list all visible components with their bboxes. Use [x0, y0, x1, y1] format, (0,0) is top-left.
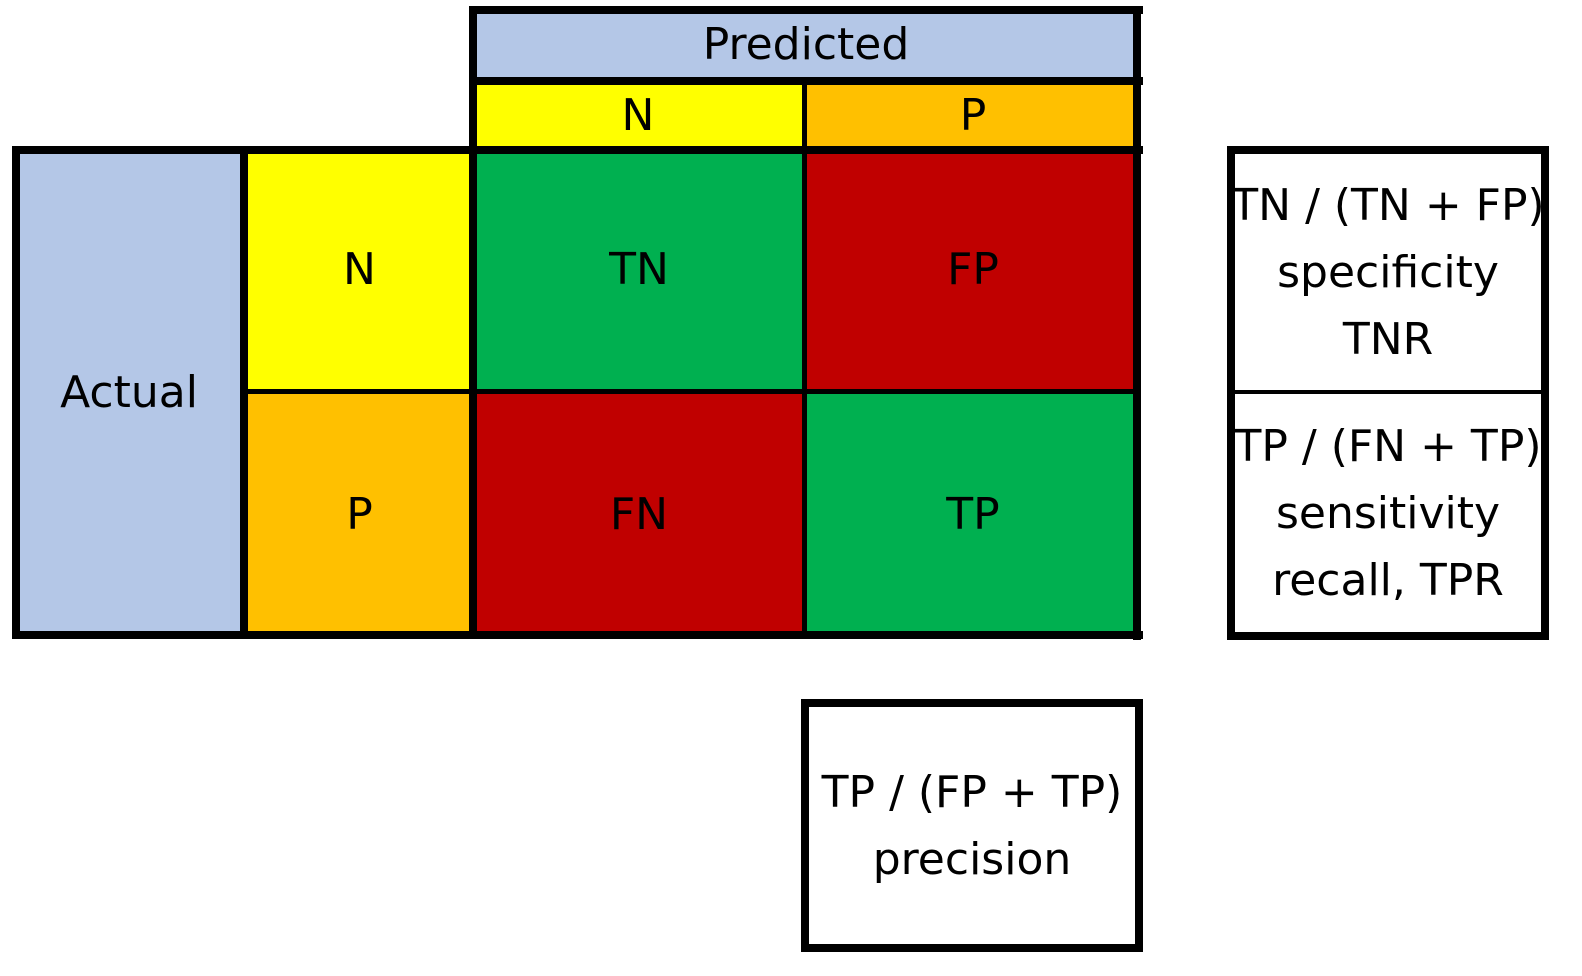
predicted-top-border — [469, 6, 1143, 14]
specificity-box: TN / (TN + FP) specificity TNR — [1227, 146, 1549, 394]
predicted-n-header: N — [471, 82, 805, 150]
false-positive-label: FP — [947, 244, 999, 295]
false-positive-cell: FP — [805, 148, 1141, 392]
sensitivity-name: sensitivity — [1275, 487, 1501, 539]
actual-p-label: P — [346, 489, 373, 540]
precision-formula: TP / (FP + TP) — [821, 766, 1123, 818]
false-negative-cell: FN — [473, 392, 805, 638]
matrix-middle-vertical — [802, 82, 807, 639]
specificity-formula: TN / (TN + FP) — [1231, 179, 1545, 231]
matrix-left-border — [12, 146, 20, 639]
precision-name: precision — [872, 833, 1072, 885]
actual-header-divider — [240, 146, 248, 639]
sensitivity-formula: TP / (FN + TP) — [1234, 420, 1542, 472]
true-negative-label: TN — [609, 244, 669, 295]
predicted-right-border — [1133, 6, 1141, 640]
true-positive-cell: TP — [805, 392, 1141, 638]
precision-box: TP / (FP + TP) precision — [801, 699, 1143, 952]
true-negative-cell: TN — [473, 148, 805, 392]
sensitivity-alias: recall, TPR — [1272, 554, 1504, 606]
matrix-middle-horizontal — [246, 389, 1141, 394]
specificity-alias: TNR — [1342, 313, 1434, 365]
predicted-header: Predicted — [471, 8, 1141, 82]
true-positive-label: TP — [946, 489, 1000, 540]
actual-n-label: N — [343, 244, 376, 295]
predicted-header-divider — [469, 77, 1143, 85]
actual-p-header: P — [246, 392, 473, 638]
false-negative-label: FN — [609, 489, 669, 540]
predicted-header-label: Predicted — [702, 19, 910, 70]
predicted-p-header: P — [805, 82, 1141, 150]
actual-header: Actual — [12, 148, 246, 638]
predicted-n-label: N — [621, 90, 655, 141]
matrix-bottom-border — [12, 631, 1143, 639]
predicted-p-label: P — [959, 90, 987, 141]
matrix-top-border — [12, 146, 1143, 154]
sensitivity-box: TP / (FN + TP) sensitivity recall, TPR — [1227, 390, 1549, 640]
actual-header-label: Actual — [60, 367, 198, 418]
actual-n-header: N — [246, 148, 473, 392]
specificity-name: specificity — [1277, 246, 1499, 298]
